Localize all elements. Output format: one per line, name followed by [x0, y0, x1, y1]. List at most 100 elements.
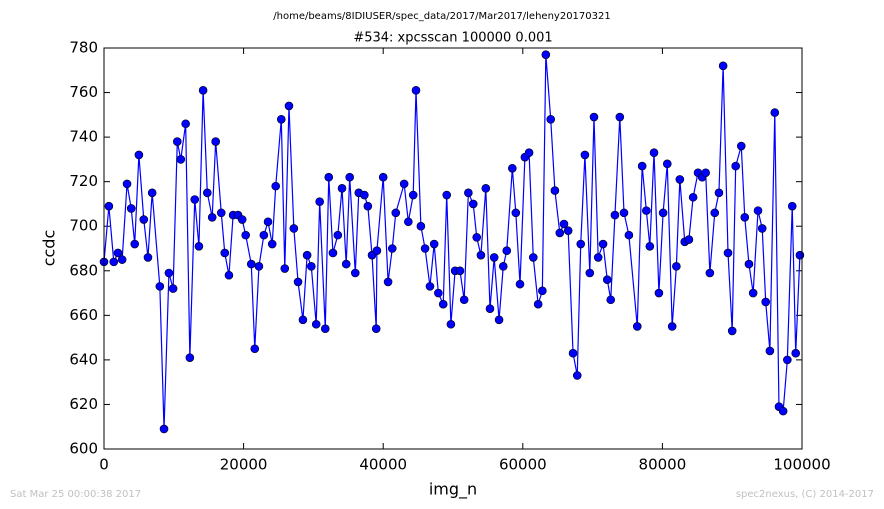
data-point	[345, 172, 354, 182]
data-point	[508, 164, 517, 173]
data-point	[263, 217, 273, 227]
data-point	[705, 268, 715, 278]
data-point	[727, 326, 737, 336]
data-point	[783, 355, 792, 365]
data-point	[399, 179, 409, 189]
x-tick-label: 100000	[773, 456, 830, 474]
data-point	[307, 262, 316, 271]
footer-left: Sat Mar 25 00:00:38 2017	[10, 489, 141, 500]
data-point	[333, 230, 343, 240]
data-point	[795, 250, 805, 260]
data-point	[672, 262, 681, 271]
data-point	[176, 155, 186, 164]
data-point	[459, 295, 469, 305]
footer-right: spec2nexus, (C) 2014-2017	[736, 489, 874, 500]
data-point	[645, 241, 655, 251]
data-point	[302, 250, 312, 260]
data-point	[770, 108, 780, 117]
data-point	[372, 246, 382, 256]
data-point	[538, 286, 547, 296]
data-point	[411, 86, 421, 95]
y-tick-label: 740	[69, 128, 98, 146]
data-point	[662, 159, 672, 169]
data-point	[130, 239, 140, 249]
data-point	[246, 259, 256, 269]
data-point	[740, 213, 750, 222]
data-point	[606, 295, 616, 305]
data-point	[250, 344, 260, 354]
data-point	[688, 192, 698, 202]
data-point	[468, 199, 478, 209]
data-point	[598, 239, 608, 249]
data-point	[383, 277, 393, 287]
y-tick-label: 700	[69, 217, 98, 235]
data-point	[328, 248, 338, 258]
data-point	[387, 244, 397, 253]
data-point	[667, 322, 677, 331]
data-point	[122, 179, 132, 189]
data-point	[293, 277, 303, 287]
y-tick-label: 680	[69, 261, 98, 279]
data-point	[147, 188, 157, 198]
data-point	[464, 188, 473, 198]
data-point	[311, 319, 321, 329]
data-point	[446, 319, 456, 329]
data-point	[787, 201, 797, 211]
data-point	[555, 228, 565, 238]
data-point	[744, 259, 754, 269]
data-point	[723, 248, 733, 258]
data-point	[714, 188, 724, 198]
data-point	[585, 268, 595, 278]
data-point	[337, 184, 347, 193]
data-point	[259, 230, 269, 240]
data-point	[610, 210, 620, 220]
data-point	[748, 288, 758, 298]
data-point	[649, 148, 659, 158]
data-point	[194, 241, 204, 251]
data-point	[276, 114, 286, 124]
data-point	[476, 250, 486, 260]
x-tick-label: 60000	[499, 456, 547, 474]
data-point	[289, 224, 299, 233]
data-point	[442, 190, 452, 200]
data-point	[324, 172, 334, 182]
y-tick-label: 640	[69, 350, 98, 368]
data-point	[181, 119, 190, 129]
data-point	[559, 219, 569, 229]
y-axis-label: ccdc	[40, 230, 59, 267]
data-point	[765, 346, 775, 356]
data-point	[185, 353, 195, 362]
data-point	[117, 255, 127, 264]
data-point	[298, 315, 308, 325]
data-point	[654, 288, 664, 298]
data-point	[438, 299, 448, 309]
x-tick-label: 40000	[359, 456, 407, 474]
data-point	[515, 279, 525, 289]
y-tick-label: 760	[69, 83, 98, 101]
data-point	[718, 61, 728, 71]
data-point	[675, 175, 685, 184]
data-point	[237, 215, 247, 224]
data-point	[280, 264, 290, 273]
data-point	[757, 224, 767, 233]
data-point	[155, 282, 165, 291]
data-point	[624, 230, 634, 240]
data-point	[524, 148, 534, 158]
data-point	[701, 168, 710, 178]
data-point	[198, 86, 208, 95]
data-point	[104, 201, 114, 211]
data-point	[541, 50, 551, 59]
data-point	[320, 324, 330, 334]
data-point	[363, 201, 373, 211]
data-point	[139, 215, 149, 224]
y-tick-label: 600	[69, 440, 98, 458]
data-point	[211, 137, 220, 146]
data-point	[589, 112, 599, 122]
data-point	[684, 235, 694, 244]
data-point	[216, 208, 226, 218]
data-point	[109, 257, 119, 267]
data-point	[511, 208, 521, 218]
data-point	[568, 348, 578, 358]
data-point	[602, 275, 612, 284]
